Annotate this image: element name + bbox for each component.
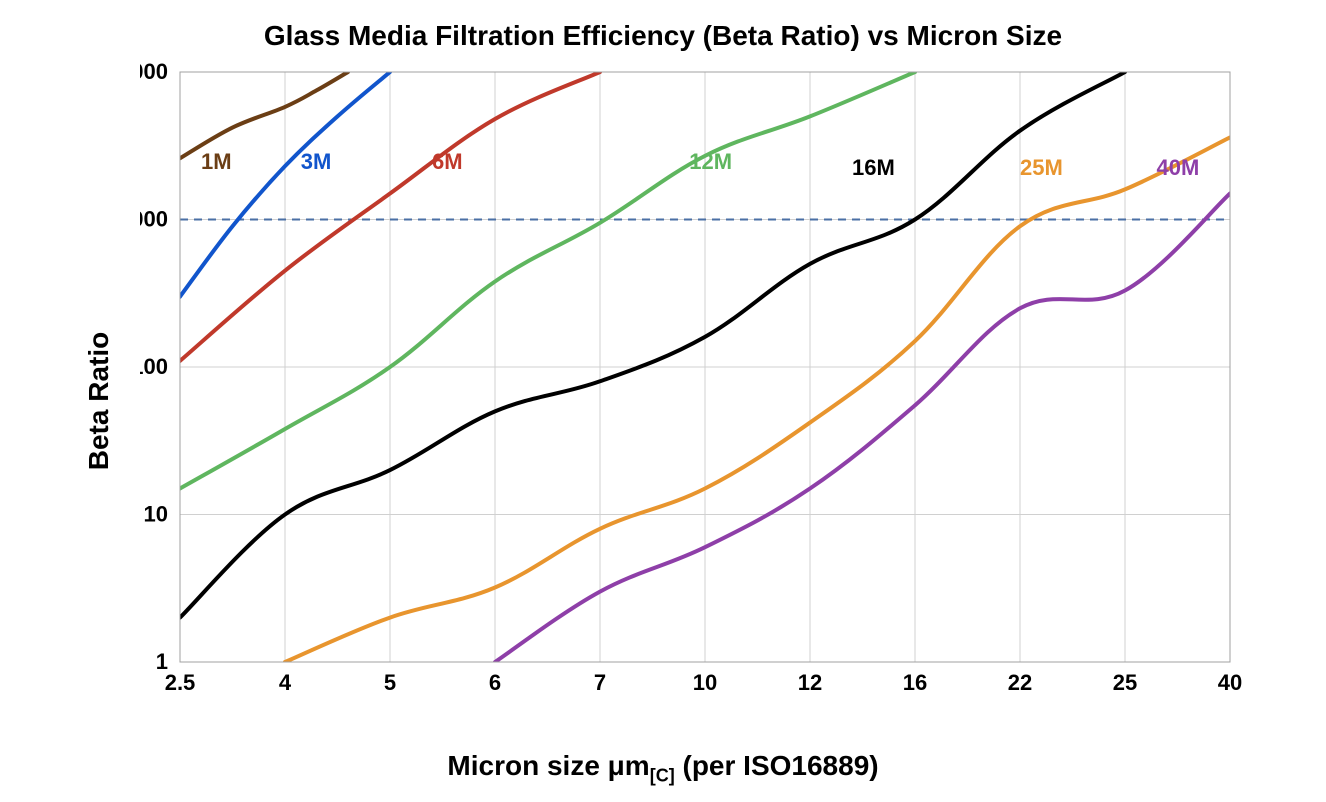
series-label-3M: 3M	[301, 149, 332, 174]
series-label-12M: 12M	[689, 149, 732, 174]
x-tick-label: 40	[1218, 670, 1242, 695]
y-tick-label: 10	[144, 502, 168, 527]
y-tick-label: 1,000	[140, 207, 168, 232]
x-axis-label-suffix: (per ISO16889)	[675, 750, 879, 781]
series-label-40M: 40M	[1157, 155, 1200, 180]
x-axis-label-sub: [C]	[650, 766, 675, 786]
x-tick-label: 12	[798, 670, 822, 695]
x-tick-label: 5	[384, 670, 396, 695]
plot-svg: 2.5 4 5 6 7 10 12 16 22 25 40 1 10 100 1,000 10,000 1M 3M…	[140, 62, 1306, 742]
plot-area: 2.5 4 5 6 7 10 12 16 22 25 40 1 10 100 1,000 10,000 1M 3M…	[140, 62, 1306, 742]
y-tick-label: 1	[156, 649, 168, 674]
x-axis-label: Micron size μm[C] (per ISO16889)	[447, 750, 878, 787]
x-axis-label-main: Micron size μm	[447, 750, 649, 781]
x-tick-label: 7	[594, 670, 606, 695]
series-label-16M: 16M	[852, 155, 895, 180]
x-tick-label: 4	[279, 670, 292, 695]
x-tick-label: 6	[489, 670, 501, 695]
chart-title: Glass Media Filtration Efficiency (Beta …	[20, 20, 1306, 52]
series-label-1M: 1M	[201, 149, 232, 174]
x-tick-label: 2.5	[165, 670, 196, 695]
y-axis-label: Beta Ratio	[83, 332, 115, 470]
series-label-25M: 25M	[1020, 155, 1063, 180]
x-tick-label: 10	[693, 670, 717, 695]
y-tick-label: 10,000	[140, 62, 168, 84]
x-tick-label: 22	[1008, 670, 1032, 695]
x-tick-label: 16	[903, 670, 927, 695]
x-tick-label: 25	[1113, 670, 1137, 695]
series-label-6M: 6M	[432, 149, 463, 174]
chart-container: Glass Media Filtration Efficiency (Beta …	[20, 20, 1306, 782]
y-tick-label: 100	[140, 354, 168, 379]
